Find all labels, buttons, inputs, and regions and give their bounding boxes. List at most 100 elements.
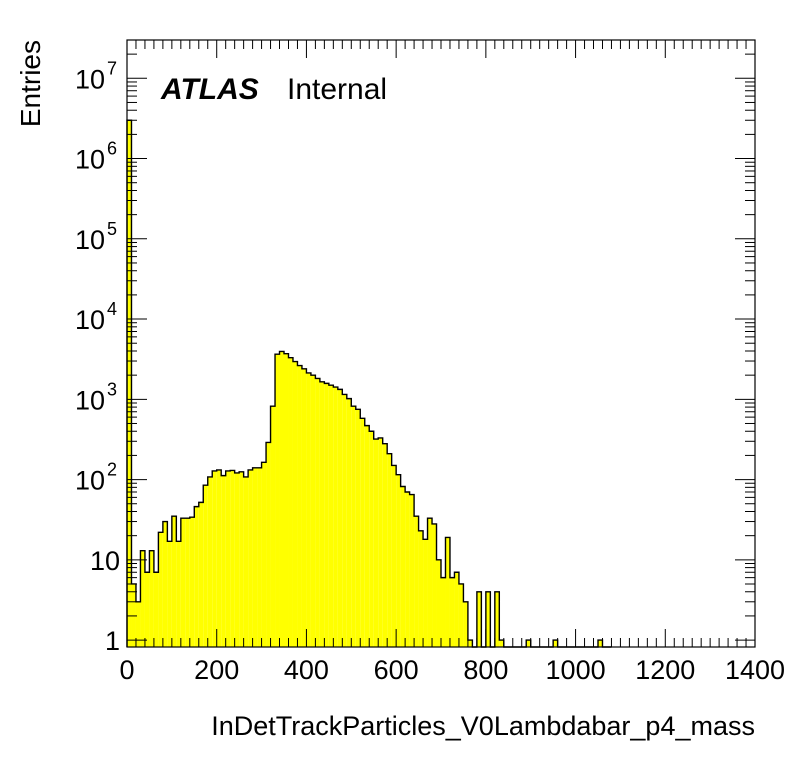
histogram-bin [337,389,343,647]
histogram-bin [212,470,217,647]
y-tick-label: 10 [90,546,120,576]
histogram-bin [598,640,603,647]
y-tick-label: 10 [75,305,105,335]
histogram-bin [427,518,433,647]
histogram-bin [252,467,258,647]
x-tick-labels: 0 200 400 600 800 1000 1200 1400 [119,655,785,685]
histogram-bin [266,442,271,647]
histogram-bin [355,409,361,647]
histogram-bin [279,351,284,647]
histogram-bin [445,537,450,647]
atlas-status-label: Internal [287,73,387,106]
histogram-bin [360,418,365,647]
histogram-bin [149,550,154,647]
histogram-bin [275,354,280,647]
histogram-bin [140,550,145,647]
histogram-bin [127,120,132,647]
histogram-bin [270,406,276,647]
histogram-bin [185,518,190,647]
y-tick-label-exponent: 2 [107,460,117,480]
histogram-bin [414,516,419,647]
histogram-bin [432,523,437,647]
y-tick-label-exponent: 6 [107,139,117,159]
x-axis-title: InDetTrackParticles_V0Lambdabar_p4_mass [211,711,755,741]
y-tick-label: 10 [75,466,105,496]
x-tick-label: 1400 [725,655,785,685]
histogram-bin [171,516,177,647]
x-tick-label: 400 [284,655,329,685]
histogram-bin [467,640,473,647]
histogram-bin [153,572,159,647]
histogram-bin [458,583,464,647]
histogram-bin [234,472,240,647]
histogram-bin [135,601,141,647]
histogram-bin [391,465,397,647]
histogram-bin [418,530,424,647]
histogram-bin [553,640,558,647]
histogram-bin [485,591,491,647]
histogram-outline [126,119,612,648]
histogram-bin [526,640,531,647]
y-tick-label: 1 [105,626,120,656]
histogram-bin [221,475,226,647]
histogram-bins [126,119,612,648]
histogram-bin [441,577,446,647]
y-tick-label-exponent: 4 [107,299,117,319]
x-tick-label: 600 [374,655,419,685]
histogram-bin [324,383,329,647]
histogram-bin [225,470,231,647]
x-tick-label: 1200 [635,655,695,685]
histogram-bin [396,474,401,647]
histogram-bin [436,559,441,647]
histogram-bin [315,378,320,647]
histogram-bin [400,486,406,647]
y-axis-title: Entries [15,40,46,127]
histogram-bin [292,361,298,647]
histogram-bin [176,541,181,647]
histogram-bin [494,591,500,647]
histogram-bin [248,469,253,647]
y-tick-label: 10 [75,385,105,415]
histogram-bin [373,439,379,647]
histogram-bin [346,398,352,647]
histogram-bin [261,462,267,647]
x-tick-label: 0 [119,655,134,685]
histogram-bin [333,387,338,647]
histogram-bin [288,357,293,647]
y-tick-label: 10 [75,145,105,175]
histogram-bin [230,470,235,647]
histogram-bin [369,431,374,647]
y-tick-label: 10 [75,225,105,255]
x-tick-label: 1000 [546,655,606,685]
y-tick-label-exponent: 7 [107,58,117,78]
histogram-bin [306,372,311,647]
atlas-label: ATLAS [160,73,259,106]
histogram-bin [162,521,168,647]
x-tick-label: 200 [194,655,239,685]
histogram-bin [328,385,334,647]
histogram-bin [167,541,172,647]
histogram-bin [342,394,347,647]
histogram-bin [194,506,199,647]
histogram-bin [203,485,208,647]
histogram-bin [387,453,392,647]
histogram-bin [189,517,195,647]
histogram-bin [144,572,150,647]
histogram-bin [198,502,204,647]
histogram-bin [382,443,388,647]
histogram-bin [364,425,370,647]
histogram-bin [378,437,383,647]
histogram-bin [463,601,468,647]
histogram-bin [257,467,262,647]
histogram-bin [449,577,455,647]
histogram-bin [423,539,428,647]
histogram-bin [405,492,410,647]
histogram-bin [319,381,325,647]
y-tick-label-exponent: 3 [107,379,117,399]
x-tick-label: 800 [463,655,508,685]
y-tick-label-exponent: 5 [107,219,117,239]
histogram-bin [409,494,415,647]
histogram-bin [301,368,307,647]
